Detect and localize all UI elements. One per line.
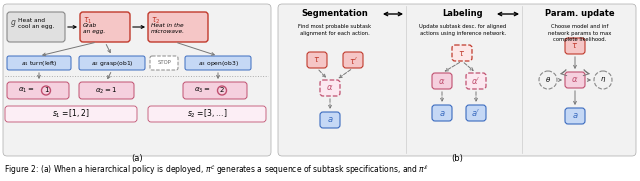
Text: $\alpha_1 = $: $\alpha_1 = $ — [18, 86, 34, 95]
FancyBboxPatch shape — [432, 73, 452, 89]
Text: (b): (b) — [451, 153, 463, 163]
Text: Heat and
cool an egg.: Heat and cool an egg. — [18, 18, 54, 29]
Text: Labeling: Labeling — [443, 9, 483, 18]
Text: Segmentation: Segmentation — [301, 9, 369, 18]
FancyBboxPatch shape — [150, 56, 178, 70]
Text: STOP: STOP — [157, 60, 171, 66]
Text: $a_1$ turn(left): $a_1$ turn(left) — [20, 58, 58, 68]
Text: Update subtask desc. for aligned
actions using inference network.: Update subtask desc. for aligned actions… — [419, 24, 507, 36]
Text: $a$: $a$ — [572, 111, 579, 121]
Text: Choose model and inf
network params to max
complete likelihood.: Choose model and inf network params to m… — [548, 24, 612, 42]
FancyBboxPatch shape — [79, 56, 145, 70]
Text: $a_2$ grasp(ob1): $a_2$ grasp(ob1) — [91, 58, 133, 68]
FancyBboxPatch shape — [183, 82, 247, 99]
Text: Find most probable subtask
alignment for each action.: Find most probable subtask alignment for… — [298, 24, 372, 36]
Text: $\tau_2$: $\tau_2$ — [151, 15, 161, 26]
FancyBboxPatch shape — [320, 112, 340, 128]
FancyBboxPatch shape — [148, 106, 266, 122]
FancyBboxPatch shape — [565, 72, 585, 88]
Text: $\alpha$: $\alpha$ — [326, 83, 333, 92]
Text: $s_2 = [3,\ldots]$: $s_2 = [3,\ldots]$ — [187, 108, 227, 120]
FancyBboxPatch shape — [565, 108, 585, 124]
Text: $\alpha_3 = $: $\alpha_3 = $ — [194, 86, 210, 95]
FancyBboxPatch shape — [466, 105, 486, 121]
FancyBboxPatch shape — [278, 4, 636, 156]
Text: $a$: $a$ — [438, 108, 445, 117]
Text: Grab
an egg.: Grab an egg. — [83, 23, 105, 34]
FancyBboxPatch shape — [7, 56, 71, 70]
Text: Figure 2: (a) When a hierarchical policy is deployed, $\pi^\mathcal{C}$ generate: Figure 2: (a) When a hierarchical policy… — [4, 163, 429, 177]
Text: $a$: $a$ — [326, 115, 333, 125]
FancyBboxPatch shape — [565, 38, 585, 54]
Text: $\tau$: $\tau$ — [458, 49, 465, 58]
Text: Param. update: Param. update — [545, 9, 615, 18]
FancyBboxPatch shape — [466, 73, 486, 89]
Text: $\tau$: $\tau$ — [572, 41, 579, 50]
Text: $\alpha$: $\alpha$ — [572, 75, 579, 85]
FancyBboxPatch shape — [7, 12, 65, 42]
Text: $g$: $g$ — [10, 18, 17, 29]
Text: $a_3$ open(ob3): $a_3$ open(ob3) — [198, 58, 239, 68]
FancyBboxPatch shape — [148, 12, 208, 42]
Text: $\theta$: $\theta$ — [545, 75, 551, 85]
FancyBboxPatch shape — [5, 106, 137, 122]
Text: $\alpha_2 = 1$: $\alpha_2 = 1$ — [95, 85, 117, 96]
FancyBboxPatch shape — [3, 4, 271, 156]
Text: 1: 1 — [44, 87, 48, 94]
Text: $\eta$: $\eta$ — [600, 75, 606, 85]
FancyBboxPatch shape — [185, 56, 251, 70]
FancyBboxPatch shape — [343, 52, 363, 68]
Text: 2: 2 — [220, 87, 224, 94]
FancyBboxPatch shape — [432, 105, 452, 121]
Text: $a'$: $a'$ — [472, 108, 481, 119]
Text: $s_1 = [1, 2]$: $s_1 = [1, 2]$ — [52, 108, 90, 120]
FancyBboxPatch shape — [80, 12, 130, 42]
Text: $\tau_1$: $\tau_1$ — [83, 15, 92, 26]
Text: $\tau'$: $\tau'$ — [349, 54, 358, 66]
FancyBboxPatch shape — [320, 80, 340, 96]
Text: Heat in the
microwave.: Heat in the microwave. — [151, 23, 185, 34]
FancyBboxPatch shape — [307, 52, 327, 68]
Text: $\tau$: $\tau$ — [314, 56, 321, 64]
Text: (a): (a) — [131, 153, 143, 163]
FancyBboxPatch shape — [452, 45, 472, 61]
FancyBboxPatch shape — [7, 82, 69, 99]
Text: $\alpha'$: $\alpha'$ — [471, 75, 481, 87]
FancyBboxPatch shape — [79, 82, 134, 99]
Text: $\alpha$: $\alpha$ — [438, 77, 445, 85]
